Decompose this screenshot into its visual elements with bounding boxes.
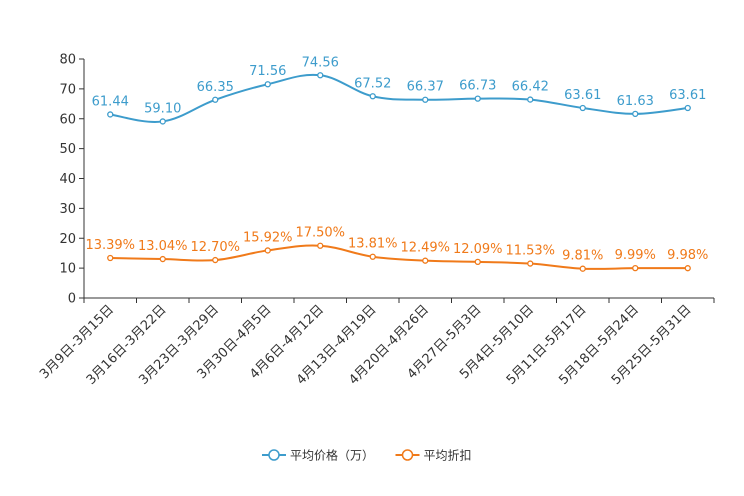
data-point[interactable] bbox=[684, 265, 691, 272]
data-point[interactable] bbox=[422, 96, 429, 103]
data-label: 63.61 bbox=[669, 88, 706, 103]
data-point[interactable] bbox=[422, 257, 429, 264]
data-point[interactable] bbox=[264, 81, 271, 88]
y-tick-label: 30 bbox=[59, 202, 76, 217]
data-label: 12.49% bbox=[400, 241, 450, 256]
data-label: 59.10 bbox=[144, 101, 181, 116]
data-label: 12.09% bbox=[453, 242, 503, 257]
data-point[interactable] bbox=[317, 72, 324, 79]
data-label: 61.63 bbox=[617, 94, 654, 109]
data-point[interactable] bbox=[264, 247, 271, 254]
y-tick-label: 20 bbox=[59, 232, 76, 247]
legend-item-1[interactable]: 平均折扣 bbox=[395, 448, 472, 463]
y-tick-label: 50 bbox=[59, 142, 76, 157]
data-point[interactable] bbox=[632, 265, 639, 272]
data-label: 9.98% bbox=[667, 248, 708, 263]
data-label: 74.56 bbox=[302, 55, 339, 70]
data-label: 9.81% bbox=[562, 249, 603, 264]
series-line-0 bbox=[110, 73, 688, 123]
data-point[interactable] bbox=[317, 242, 324, 249]
series-line-1 bbox=[110, 244, 688, 270]
data-label: 61.44 bbox=[92, 94, 129, 109]
y-tick-label: 40 bbox=[59, 172, 76, 187]
data-point[interactable] bbox=[579, 104, 586, 112]
data-point[interactable] bbox=[632, 110, 639, 118]
data-label: 13.39% bbox=[85, 238, 135, 253]
data-point[interactable] bbox=[107, 254, 114, 262]
data-label: 17.50% bbox=[295, 226, 345, 241]
y-tick-label: 10 bbox=[59, 262, 76, 277]
data-point[interactable] bbox=[369, 93, 376, 100]
legend-label: 平均价格（万） bbox=[290, 448, 374, 463]
y-tick-label: 70 bbox=[59, 82, 76, 97]
data-point[interactable] bbox=[474, 258, 481, 266]
legend-swatch-marker bbox=[268, 449, 280, 461]
data-point[interactable] bbox=[369, 253, 376, 260]
data-point[interactable] bbox=[684, 104, 691, 112]
data-point[interactable] bbox=[107, 111, 114, 118]
y-tick-label: 80 bbox=[59, 53, 76, 68]
legend-swatch-marker bbox=[401, 449, 414, 461]
data-label: 9.99% bbox=[615, 248, 656, 263]
data-point[interactable] bbox=[159, 255, 166, 263]
y-tick-label: 0 bbox=[68, 292, 76, 307]
data-label: 71.56 bbox=[249, 64, 286, 79]
data-point[interactable] bbox=[474, 95, 481, 102]
data-point[interactable] bbox=[579, 265, 586, 272]
data-point[interactable] bbox=[527, 260, 534, 267]
legend-item-0[interactable]: 平均价格（万） bbox=[262, 448, 374, 463]
data-point[interactable] bbox=[527, 96, 534, 103]
data-point[interactable] bbox=[159, 118, 166, 125]
data-label: 66.35 bbox=[197, 80, 234, 95]
data-label: 67.52 bbox=[354, 76, 391, 91]
data-label: 66.73 bbox=[459, 79, 496, 94]
data-label: 13.04% bbox=[138, 239, 188, 254]
data-point[interactable] bbox=[212, 96, 219, 103]
y-tick-label: 60 bbox=[59, 112, 76, 127]
data-label: 66.42 bbox=[512, 80, 549, 95]
data-label: 13.81% bbox=[348, 237, 398, 252]
legend-label: 平均折扣 bbox=[424, 448, 472, 463]
data-label: 63.61 bbox=[564, 88, 601, 103]
data-label: 66.37 bbox=[407, 80, 444, 95]
data-label: 11.53% bbox=[505, 244, 555, 259]
data-label: 15.92% bbox=[243, 230, 293, 245]
data-point[interactable] bbox=[212, 256, 219, 264]
data-label: 12.70% bbox=[190, 240, 240, 255]
